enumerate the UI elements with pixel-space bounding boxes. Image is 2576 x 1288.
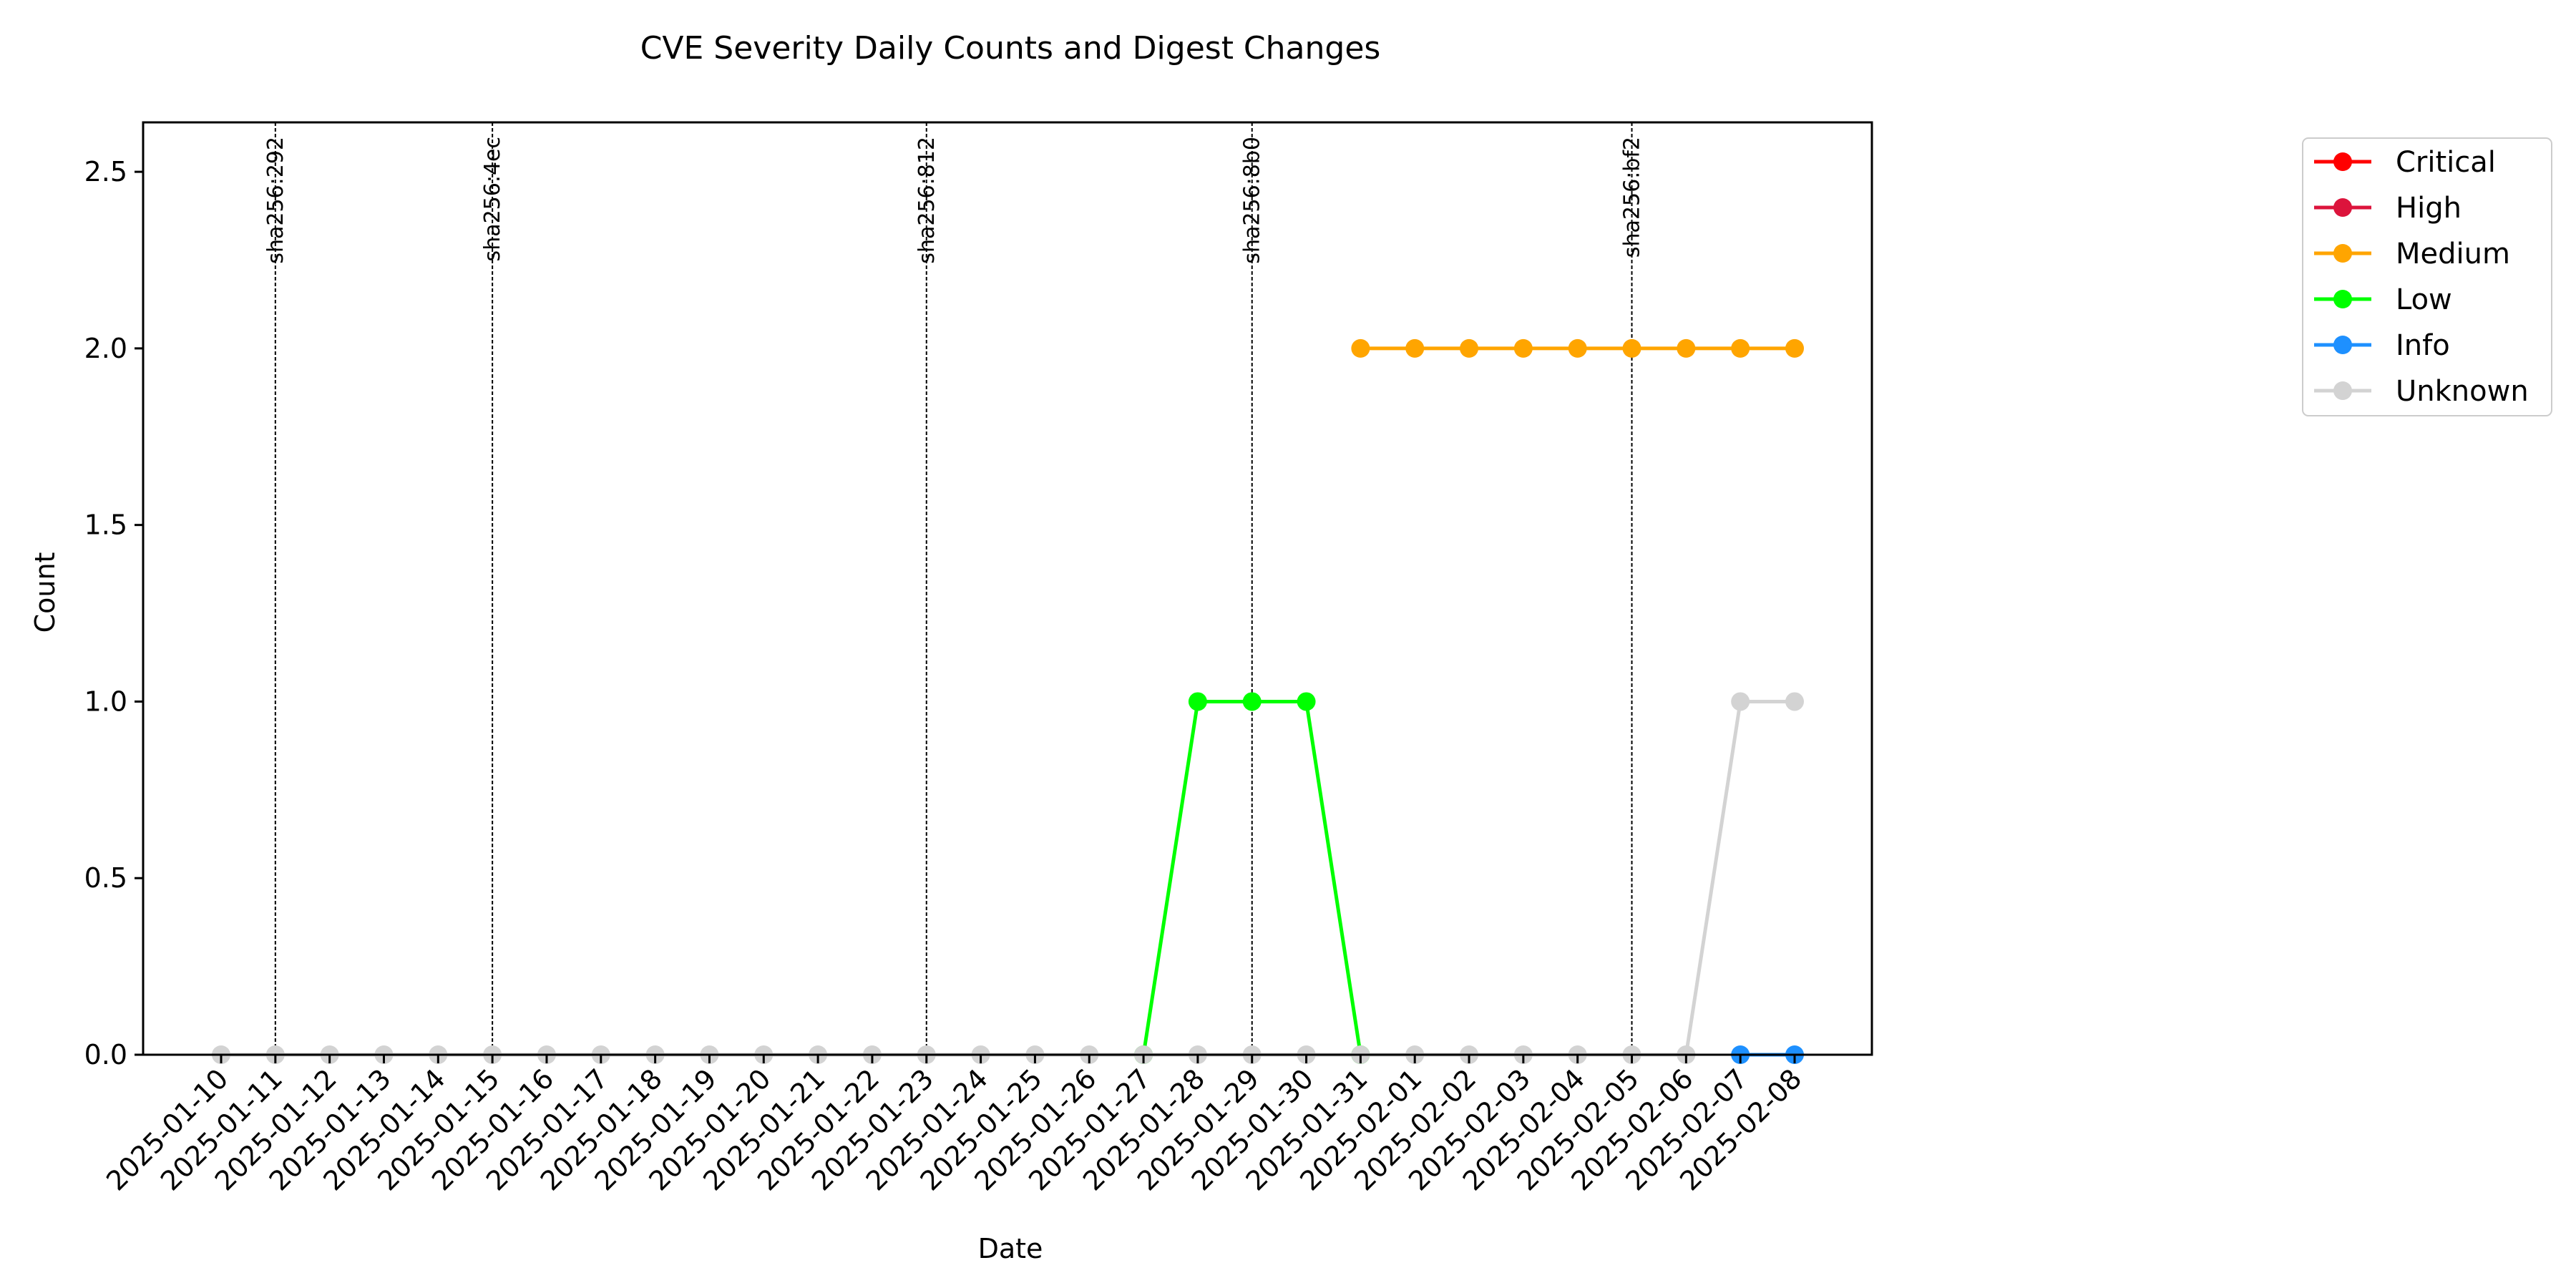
annotation-label: sha256:bf2 [1620, 137, 1645, 258]
data-point-medium [1568, 338, 1587, 358]
data-point-low [1242, 692, 1262, 711]
series-line-unknown [221, 699, 1795, 1057]
legend-marker-critical [2333, 152, 2352, 171]
legend-frame [2302, 137, 2552, 416]
annotation-label: sha256:8b0 [1240, 137, 1265, 264]
legend-label-unknown: Unknown [2396, 375, 2529, 408]
y-tick-label: 1.5 [84, 509, 127, 541]
data-point-medium [1785, 338, 1804, 358]
legend-marker-unknown [2333, 381, 2352, 400]
digest-annotations: sha256:292 sha256:4ec sha256:812 sha256:8b0… [263, 122, 1645, 1055]
data-point-low [1297, 692, 1316, 711]
legend-label-info: Info [2396, 329, 2450, 362]
data-point-medium [1351, 338, 1370, 358]
legend-label-low: Low [2396, 283, 2452, 316]
axes: 0.00.51.01.52.02.52025-01-102025-01-1120… [84, 121, 1873, 1197]
data-point-unknown [1731, 692, 1750, 711]
y-tick-label: 1.0 [84, 686, 127, 717]
y-tick-label: 0.5 [84, 862, 127, 894]
data-point-unknown [1785, 692, 1804, 711]
data-point-medium [1677, 338, 1696, 358]
y-tick-label: 2.5 [84, 156, 127, 187]
annotation-label: sha256:4ec [480, 137, 505, 261]
annotation-label: sha256:292 [263, 137, 288, 264]
data-point-medium [1405, 338, 1425, 358]
annotation-label: sha256:812 [914, 137, 940, 264]
y-axis-label: Count [29, 552, 61, 633]
data-point-medium [1622, 338, 1641, 358]
series-medium [1351, 338, 1804, 358]
series-unknown [212, 692, 1804, 1064]
legend: Critical High Medium Low Info Unknown [2302, 137, 2552, 416]
legend-marker-high [2333, 198, 2352, 217]
data-point-medium [1731, 338, 1750, 358]
data-point-medium [1513, 338, 1533, 358]
data-point-low [1188, 692, 1207, 711]
legend-marker-info [2333, 336, 2352, 354]
legend-marker-medium [2333, 244, 2352, 263]
y-tick-label: 2.0 [84, 333, 127, 364]
legend-label-medium: Medium [2396, 238, 2510, 270]
y-tick-label: 0.0 [84, 1039, 127, 1070]
legend-label-high: High [2396, 192, 2462, 225]
x-axis-label: Date [978, 1233, 1043, 1264]
chart-title: CVE Severity Daily Counts and Digest Cha… [640, 30, 1381, 67]
data-point-medium [1460, 338, 1479, 358]
series-layer [212, 338, 1804, 1064]
legend-marker-low [2333, 290, 2352, 308]
plot-frame [142, 121, 1873, 1056]
legend-label-critical: Critical [2396, 146, 2496, 179]
